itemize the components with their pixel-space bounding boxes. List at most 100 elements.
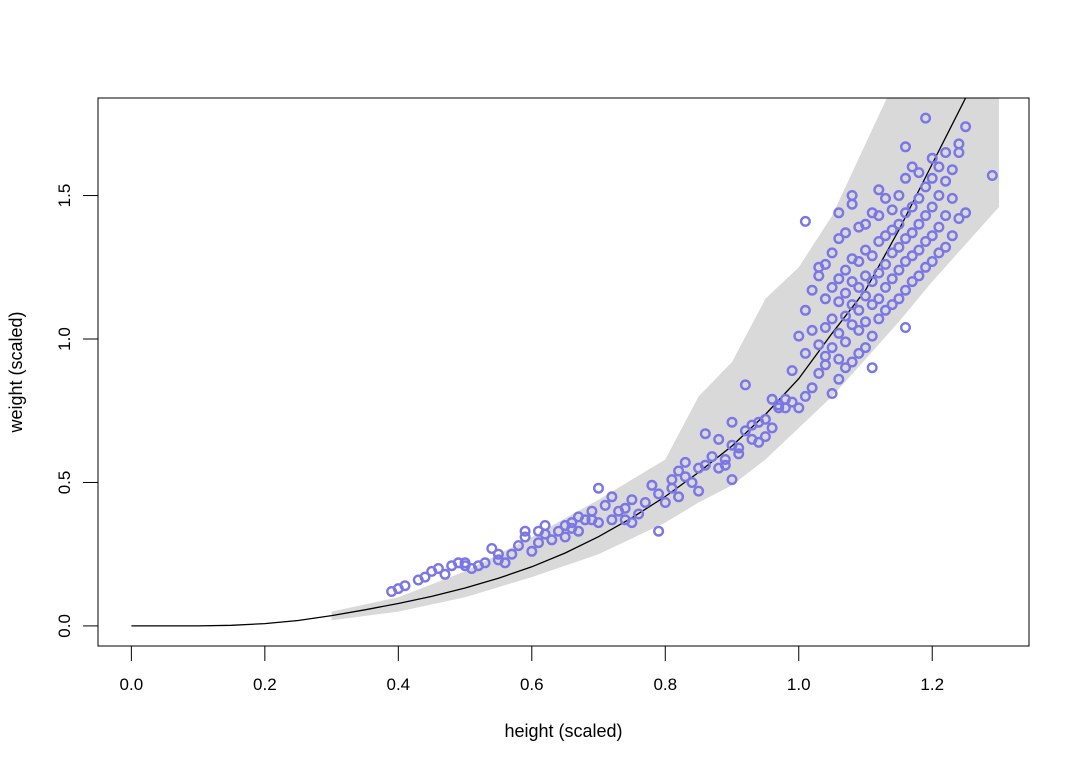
data-point (759, 431, 771, 443)
data-point (733, 448, 745, 460)
data-point (799, 347, 811, 359)
x-tick-label: 0.8 (653, 675, 677, 694)
data-point (926, 256, 938, 268)
data-point (900, 284, 912, 296)
data-point (946, 192, 958, 204)
data-point (419, 571, 431, 583)
data-point (439, 568, 451, 580)
data-point (840, 287, 852, 299)
data-point (826, 342, 838, 354)
data-point (860, 290, 872, 302)
data-point (726, 416, 738, 428)
data-point (900, 233, 912, 245)
data-point (853, 304, 865, 316)
data-point (833, 273, 845, 285)
data-point (579, 514, 591, 526)
data-point (846, 189, 858, 201)
interval-band (331, 98, 999, 621)
y-axis-title: weight (scaled) (6, 311, 26, 433)
data-point (733, 442, 745, 454)
y-tick-label: 0.0 (55, 614, 74, 638)
data-point (873, 184, 885, 196)
data-point (986, 169, 998, 181)
data-point (893, 264, 905, 276)
data-point (906, 250, 918, 262)
data-point (886, 204, 898, 216)
data-point (799, 304, 811, 316)
mean-line (131, 98, 967, 627)
data-point (913, 218, 925, 230)
data-point (940, 146, 952, 158)
data-point (546, 534, 558, 546)
data-point (953, 212, 965, 224)
data-point (666, 474, 678, 486)
data-point (593, 482, 605, 494)
data-point (886, 299, 898, 311)
data-point (566, 517, 578, 529)
data-point (853, 347, 865, 359)
data-point (906, 276, 918, 288)
data-point (846, 319, 858, 331)
data-point (840, 264, 852, 276)
data-point (926, 152, 938, 164)
data-point (479, 557, 491, 569)
data-point (840, 310, 852, 322)
data-point (853, 324, 865, 336)
data-point (873, 210, 885, 222)
data-point (593, 517, 605, 529)
data-point (693, 485, 705, 497)
data-point (920, 261, 932, 273)
data-point (900, 322, 912, 334)
data-point (946, 164, 958, 176)
data-point (759, 413, 771, 425)
data-point (960, 121, 972, 133)
x-tick-label: 0.0 (120, 675, 144, 694)
data-point (866, 276, 878, 288)
data-point (799, 390, 811, 402)
data-point (726, 474, 738, 486)
data-point (739, 425, 751, 437)
data-point (679, 471, 691, 483)
data-point (539, 520, 551, 532)
data-point (826, 247, 838, 259)
x-axis-title: height (scaled) (504, 721, 622, 741)
data-point (933, 189, 945, 201)
x-tick-label: 0.4 (387, 675, 411, 694)
data-point (893, 241, 905, 253)
data-point (900, 256, 912, 268)
data-point (886, 224, 898, 236)
points-layer (386, 112, 998, 598)
data-point (653, 488, 665, 500)
x-axis: 0.0 0.2 0.4 0.6 0.8 1.0 1.2 (120, 645, 944, 694)
data-point (880, 192, 892, 204)
data-point (893, 218, 905, 230)
data-point (913, 244, 925, 256)
data-point (513, 540, 525, 552)
data-point (826, 388, 838, 400)
data-point (799, 215, 811, 227)
data-point (506, 548, 518, 560)
data-point (893, 189, 905, 201)
data-point (793, 330, 805, 342)
data-point (786, 396, 798, 408)
data-point (920, 210, 932, 222)
data-point (926, 172, 938, 184)
data-point (873, 313, 885, 325)
data-point (626, 517, 638, 529)
data-point (880, 281, 892, 293)
data-point (653, 525, 665, 537)
data-point (833, 207, 845, 219)
data-point (699, 428, 711, 440)
data-point (840, 362, 852, 374)
data-point (793, 402, 805, 414)
data-point (833, 296, 845, 308)
data-point (819, 322, 831, 334)
data-point (946, 230, 958, 242)
data-point (926, 230, 938, 242)
data-point (840, 227, 852, 239)
data-point (492, 548, 504, 560)
data-point (719, 454, 731, 466)
data-point (853, 281, 865, 293)
data-point (533, 537, 545, 549)
data-point (659, 497, 671, 509)
